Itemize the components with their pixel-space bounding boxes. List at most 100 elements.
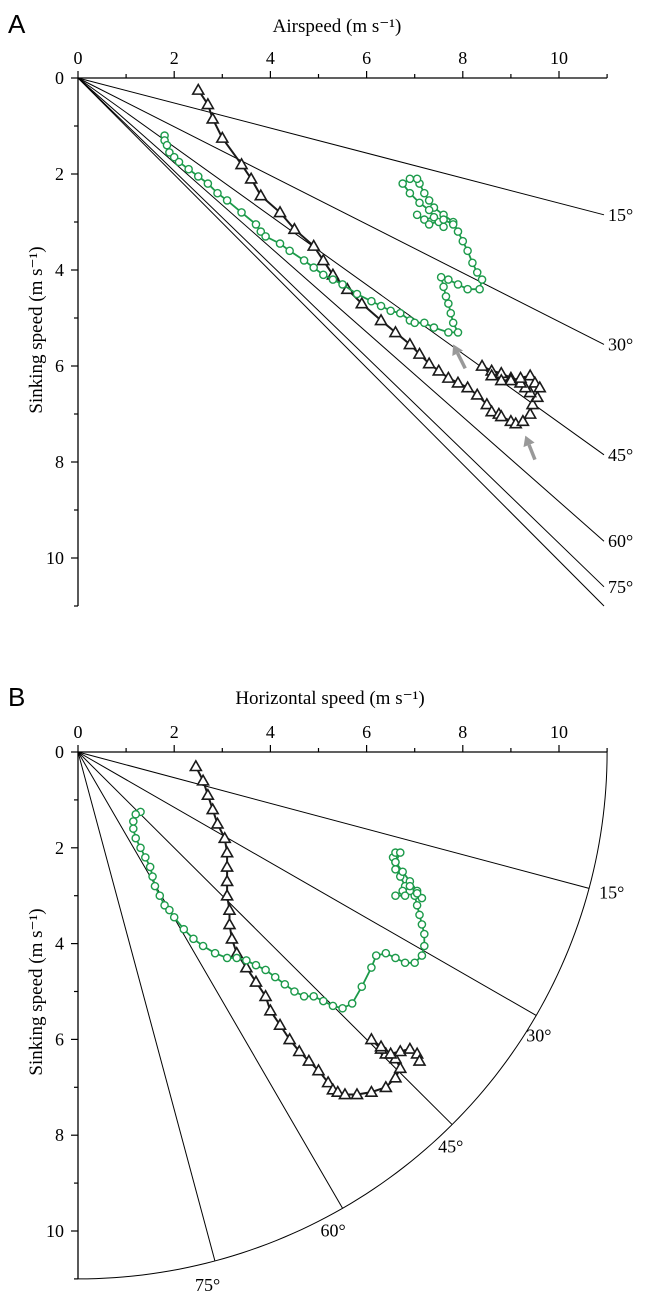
panel-b-circle-point <box>210 948 220 958</box>
panel-b-triangle-point <box>200 787 215 801</box>
panel-b-circle-point <box>391 857 400 867</box>
panel-a-triangle-point <box>532 380 547 393</box>
panel-b-circle-point <box>319 996 328 1006</box>
panel-a-circle-point <box>367 296 376 306</box>
panel-a-circle-point <box>444 275 453 284</box>
panel-b-y-tick-label: 10 <box>46 1221 64 1241</box>
panel-b-x-tick-label: 4 <box>266 722 275 742</box>
panel-b-circle-point <box>232 953 242 963</box>
panel-a-triangle-point <box>451 375 465 388</box>
panel-a-circle-point <box>193 172 203 181</box>
panel-b-triangle-point <box>393 1061 408 1074</box>
panel-b-circle-point <box>189 934 198 944</box>
panel-a-ray <box>77 77 605 542</box>
panel-a-circle-point <box>285 246 294 256</box>
panel-a-circle-point <box>222 196 232 205</box>
panel-a-y-axis-title: Sinking speed (m s⁻¹) <box>26 246 47 413</box>
panel-b-triangle-point <box>302 1053 316 1066</box>
panel-a-triangle-point <box>479 397 494 410</box>
panel-a-circle-point <box>439 215 448 224</box>
panel-b-y-tick-label: 4 <box>55 934 64 954</box>
panel-b-angle-label: 30° <box>526 1025 551 1045</box>
panel-a-triangle-point <box>412 346 427 359</box>
panel-a-triangle-point <box>525 397 540 410</box>
panel-a-circle-point <box>309 263 318 272</box>
panel-b-y-tick-label: 2 <box>55 838 64 858</box>
panel-a-triangle-point <box>494 373 509 386</box>
panel-b-ray <box>77 751 537 1016</box>
panel-a-arrow-head <box>523 435 535 448</box>
panel-b-axes: 0 2 4 6 8 10 0 2 4 6 8 10 <box>46 722 608 1280</box>
panel-a-triangle-point <box>504 373 518 386</box>
panel-b-x-tick-label: 6 <box>362 722 371 742</box>
panel-b-triangle-point <box>239 960 254 973</box>
panel-b-circle-point <box>280 980 290 989</box>
panel-a-arrow-shaft <box>527 444 537 461</box>
panel-a-triangle-point <box>191 82 206 95</box>
panel-b-series-triangle <box>188 759 427 1100</box>
panel-b-triangle-point <box>388 1070 403 1083</box>
panel-a-circle-point <box>448 220 458 229</box>
panel-b-circle-point <box>357 982 367 992</box>
panel-b-circle-point <box>222 953 232 963</box>
panel-a-circle-point <box>441 292 451 301</box>
panel-b-triangle-point <box>383 1046 398 1059</box>
panel-a-x-tick-label: 4 <box>266 48 275 68</box>
panel-a-circle-point <box>453 227 463 236</box>
panel-a-triangle-point <box>273 205 287 218</box>
panel-b-circle-point <box>129 824 138 833</box>
panel-a-circle-point <box>439 282 448 292</box>
panel-a-triangle-point <box>354 296 369 309</box>
panel-b-x-tick-label: 10 <box>550 722 568 742</box>
panel-a-y-tick-label: 8 <box>55 452 64 472</box>
panel-b-triangle-point <box>330 1084 345 1098</box>
panel-b-circle-point <box>391 891 400 901</box>
panel-b-x-tick-label: 0 <box>74 722 83 742</box>
panel-a-circle-point <box>415 198 424 208</box>
panel-b-y-tick-label: 6 <box>55 1029 64 1049</box>
panel-a-circle-point <box>463 246 472 256</box>
panel-a-circle-point <box>395 308 405 318</box>
panel-b-circle-point <box>270 972 280 982</box>
panel-a-triangle-point <box>234 157 249 170</box>
panel-a-triangle-point <box>215 130 230 143</box>
panel-b-circle-point <box>251 960 261 970</box>
panel-b-triangle-point <box>196 773 210 786</box>
panel-a-circle-point <box>458 236 468 246</box>
panel-a-ray <box>77 77 605 216</box>
panel-b-triangle-point <box>393 1044 408 1057</box>
panel-a-circle-point <box>477 275 487 284</box>
panel-a-triangle-point <box>253 188 268 201</box>
panel-b-triangle-point <box>338 1087 352 1100</box>
panel-a-ray <box>77 77 605 588</box>
panel-a-circle-point <box>275 239 285 248</box>
panel-a-angle-label: 45° <box>608 445 633 465</box>
panel-b-triangle-point <box>273 1017 287 1030</box>
panel-b-triangle-point <box>225 931 239 944</box>
panel-a-circle-point <box>436 272 446 282</box>
panel-b-circle-point <box>261 965 270 975</box>
panel-a-x-tick-label: 2 <box>170 48 179 68</box>
panel-a-axes: 0 2 4 6 8 10 0 2 4 6 8 10 <box>46 48 608 607</box>
panel-a-y-tick-label: 6 <box>55 356 64 376</box>
panel-b-y-tick-label: 8 <box>55 1125 64 1145</box>
panel-b-circle-point <box>381 948 391 958</box>
panel-a-circle-point <box>463 284 472 294</box>
panel-a-x-tick-label: 0 <box>74 48 83 68</box>
panel-b-circle-point <box>179 924 189 934</box>
panel-b-circle-point <box>412 889 422 898</box>
panel-a-ray <box>77 77 605 607</box>
panel-a-circle-point <box>203 179 213 188</box>
panel-a-circle-point <box>299 256 309 265</box>
panel-b-series-circle <box>129 807 429 1013</box>
panel-a-y-tick-label: 0 <box>55 68 64 88</box>
panel-b-circle-point <box>420 941 429 951</box>
panel-a-arrows <box>452 344 537 461</box>
panel-a-angle-rays: 15° 30° 45° 60° 75° <box>77 77 633 607</box>
panel-a-angle-label: 75° <box>608 577 633 597</box>
panel-a-triangle-point <box>287 222 302 235</box>
panel-a-triangle-point <box>460 380 475 393</box>
panel-a-circle-point <box>444 328 453 337</box>
panel-a-arrow <box>523 435 537 461</box>
panel-b-letter: B <box>8 682 25 712</box>
